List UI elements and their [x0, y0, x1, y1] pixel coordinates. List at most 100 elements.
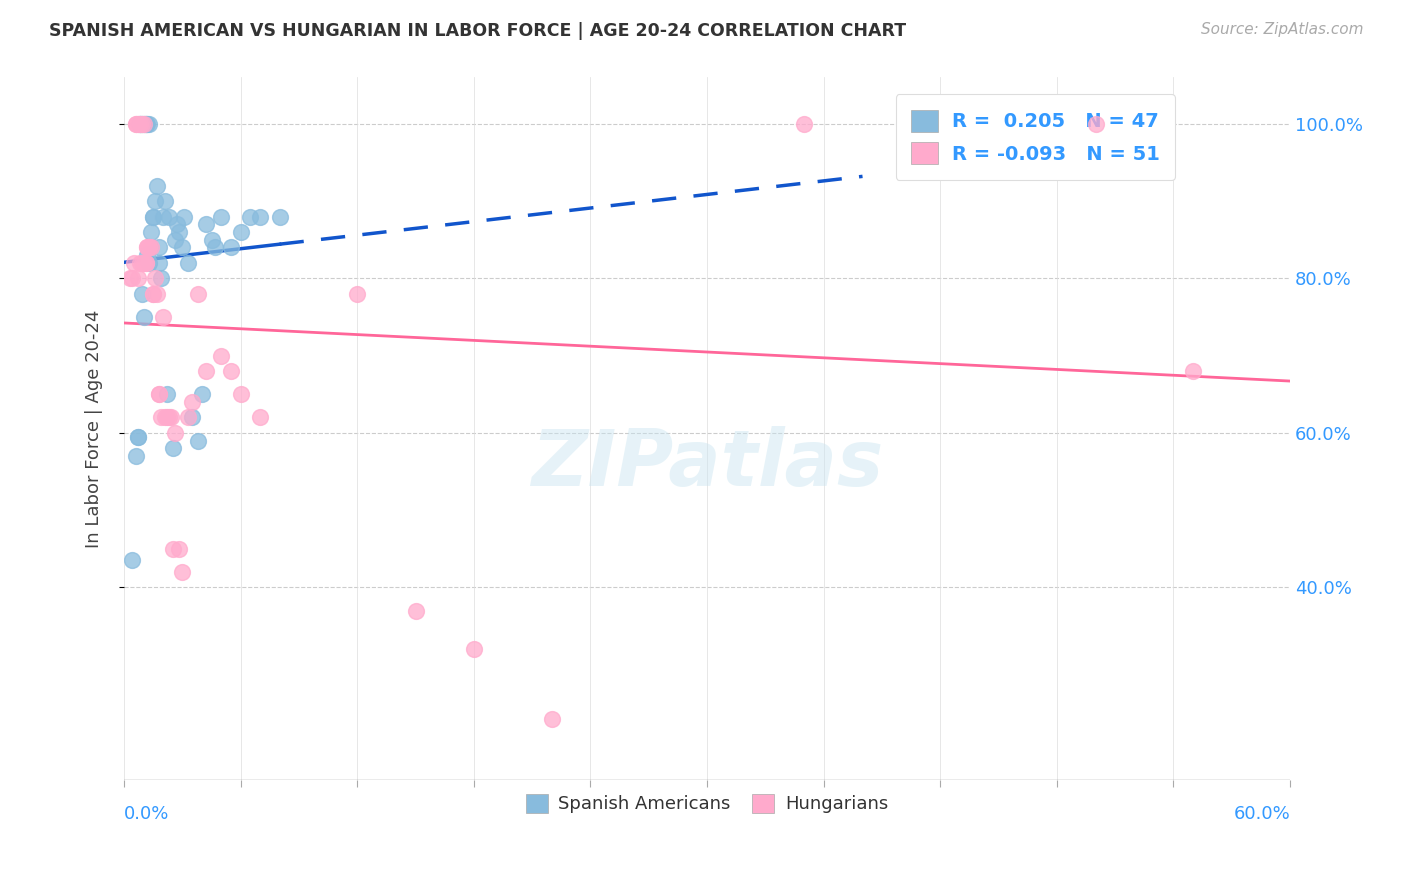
Point: [127, 430, 149, 444]
Point: [187, 286, 209, 301]
Point: [131, 117, 153, 131]
Point: [162, 541, 184, 556]
Point: [159, 410, 181, 425]
Point: [134, 256, 156, 270]
Point: [128, 117, 150, 131]
Point: [128, 256, 150, 270]
Point: [148, 256, 170, 270]
Point: [136, 248, 159, 262]
Point: [143, 194, 166, 208]
Point: [793, 117, 815, 131]
Point: [173, 210, 195, 224]
Point: [540, 712, 562, 726]
Point: [141, 240, 163, 254]
Point: [142, 210, 165, 224]
Point: [134, 117, 156, 131]
Point: [150, 410, 173, 425]
Point: [127, 430, 149, 444]
Point: [194, 364, 217, 378]
Point: [152, 210, 174, 224]
Point: [136, 117, 159, 131]
Point: [191, 387, 214, 401]
Point: [187, 434, 209, 448]
Point: [141, 225, 163, 239]
Point: [249, 410, 271, 425]
Point: [146, 286, 169, 301]
Point: [239, 210, 262, 224]
Point: [128, 117, 150, 131]
Point: [132, 256, 155, 270]
Point: [156, 410, 179, 425]
Point: [204, 240, 226, 254]
Point: [127, 271, 149, 285]
Point: [127, 117, 149, 131]
Text: SPANISH AMERICAN VS HUNGARIAN IN LABOR FORCE | AGE 20-24 CORRELATION CHART: SPANISH AMERICAN VS HUNGARIAN IN LABOR F…: [49, 22, 907, 40]
Point: [142, 286, 165, 301]
Point: [142, 210, 165, 224]
Point: [146, 178, 169, 193]
Point: [181, 410, 204, 425]
Point: [138, 240, 160, 254]
Point: [163, 233, 186, 247]
Point: [148, 387, 170, 401]
Point: [209, 210, 232, 224]
Point: [157, 210, 180, 224]
Y-axis label: In Labor Force | Age 20-24: In Labor Force | Age 20-24: [86, 310, 103, 549]
Point: [153, 194, 176, 208]
Point: [219, 240, 242, 254]
Point: [148, 240, 170, 254]
Point: [249, 210, 271, 224]
Point: [132, 310, 155, 324]
Point: [143, 271, 166, 285]
Point: [121, 271, 143, 285]
Point: [194, 217, 217, 231]
Point: [125, 449, 148, 463]
Point: [132, 117, 155, 131]
Point: [138, 256, 160, 270]
Point: [122, 256, 145, 270]
Point: [131, 256, 153, 270]
Point: [128, 117, 150, 131]
Point: [138, 240, 160, 254]
Point: [166, 217, 188, 231]
Legend: Spanish Americans, Hungarians: Spanish Americans, Hungarians: [519, 787, 896, 821]
Text: 60.0%: 60.0%: [1233, 805, 1291, 823]
Point: [125, 117, 148, 131]
Point: [181, 395, 204, 409]
Point: [118, 271, 141, 285]
Point: [172, 240, 194, 254]
Point: [157, 410, 180, 425]
Point: [134, 256, 156, 270]
Point: [153, 410, 176, 425]
Point: [219, 364, 242, 378]
Point: [132, 117, 155, 131]
Point: [1084, 117, 1107, 131]
Point: [172, 565, 194, 579]
Point: [463, 642, 485, 657]
Point: [156, 387, 179, 401]
Point: [209, 349, 232, 363]
Point: [152, 310, 174, 324]
Point: [136, 240, 159, 254]
Text: 0.0%: 0.0%: [124, 805, 170, 823]
Point: [136, 240, 159, 254]
Point: [229, 387, 252, 401]
Point: [131, 286, 153, 301]
Text: ZIPatlas: ZIPatlas: [531, 426, 883, 502]
Point: [200, 233, 222, 247]
Point: [125, 117, 148, 131]
Point: [163, 425, 186, 440]
Point: [346, 286, 368, 301]
Point: [177, 256, 200, 270]
Point: [134, 117, 156, 131]
Point: [229, 225, 252, 239]
Point: [162, 442, 184, 456]
Point: [131, 117, 153, 131]
Point: [405, 603, 427, 617]
Point: [1181, 364, 1204, 378]
Point: [121, 553, 143, 567]
Point: [269, 210, 291, 224]
Point: [142, 286, 165, 301]
Point: [138, 117, 160, 131]
Point: [177, 410, 200, 425]
